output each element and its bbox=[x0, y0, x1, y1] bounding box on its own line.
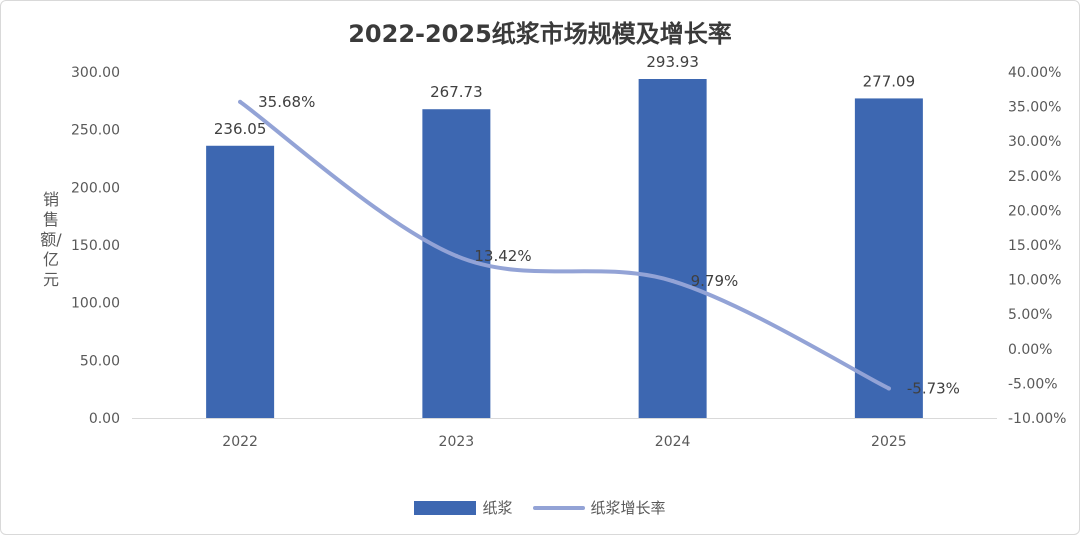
legend: 纸浆 纸浆增长率 bbox=[0, 497, 1080, 518]
x-tick-label: 2023 bbox=[439, 434, 475, 450]
y-tick-label: 100.00 bbox=[71, 296, 120, 312]
line-data-label: 13.42% bbox=[474, 247, 531, 265]
y2-tick-label: -10.00% bbox=[1008, 411, 1066, 427]
legend-label-line: 纸浆增长率 bbox=[590, 499, 666, 517]
y-tick-label: 0.00 bbox=[89, 411, 120, 427]
bar bbox=[638, 79, 707, 418]
line-point bbox=[454, 253, 459, 258]
y2-tick-label: 30.00% bbox=[1008, 134, 1061, 150]
y-tick-label: 50.00 bbox=[80, 353, 120, 369]
y-tick-label: 250.00 bbox=[71, 123, 120, 139]
y2-tick-label: 5.00% bbox=[1008, 307, 1052, 323]
chart-title: 2022-2025纸浆市场规模及增长率 bbox=[348, 20, 732, 48]
y2-tick-label: 40.00% bbox=[1008, 65, 1061, 81]
y2-tick-label: 20.00% bbox=[1008, 203, 1061, 219]
y2-tick-label: 10.00% bbox=[1008, 273, 1061, 289]
y2-tick-label: 15.00% bbox=[1008, 238, 1061, 254]
bar-data-label: 277.09 bbox=[863, 72, 916, 90]
line-point bbox=[238, 99, 243, 104]
bar bbox=[854, 98, 923, 419]
line-point bbox=[886, 386, 891, 391]
x-tick-label: 2024 bbox=[655, 434, 691, 450]
bar-data-label: 293.93 bbox=[646, 53, 699, 71]
line-data-label: -5.73% bbox=[907, 379, 960, 397]
x-tick-label: 2022 bbox=[222, 434, 258, 450]
y2-tick-label: -5.00% bbox=[1008, 376, 1058, 392]
y2-tick-label: 25.00% bbox=[1008, 169, 1061, 185]
bar-data-label: 267.73 bbox=[430, 83, 483, 101]
growth-line bbox=[238, 99, 891, 391]
y2-tick-label: 35.00% bbox=[1008, 100, 1061, 116]
line-point bbox=[670, 279, 675, 284]
bar-data-label: 236.05 bbox=[214, 120, 267, 138]
legend-item-bar: 纸浆 bbox=[414, 497, 513, 518]
legend-swatch-line bbox=[532, 505, 585, 510]
legend-item-line: 纸浆增长率 bbox=[532, 497, 666, 518]
y-tick-label: 200.00 bbox=[71, 180, 120, 196]
y-tick-label: 300.00 bbox=[71, 65, 120, 81]
y2-tick-label: 0.00% bbox=[1008, 342, 1052, 358]
bar bbox=[206, 145, 275, 418]
legend-label-bar: 纸浆 bbox=[482, 499, 513, 517]
legend-swatch-bar bbox=[414, 500, 477, 515]
y-tick-label: 150.00 bbox=[71, 238, 120, 254]
y-axis-label: 销售额/亿元 bbox=[40, 190, 62, 289]
x-tick-label: 2025 bbox=[871, 434, 907, 450]
line-data-label: 35.68% bbox=[258, 93, 315, 111]
line-data-label: 9.79% bbox=[691, 272, 739, 290]
